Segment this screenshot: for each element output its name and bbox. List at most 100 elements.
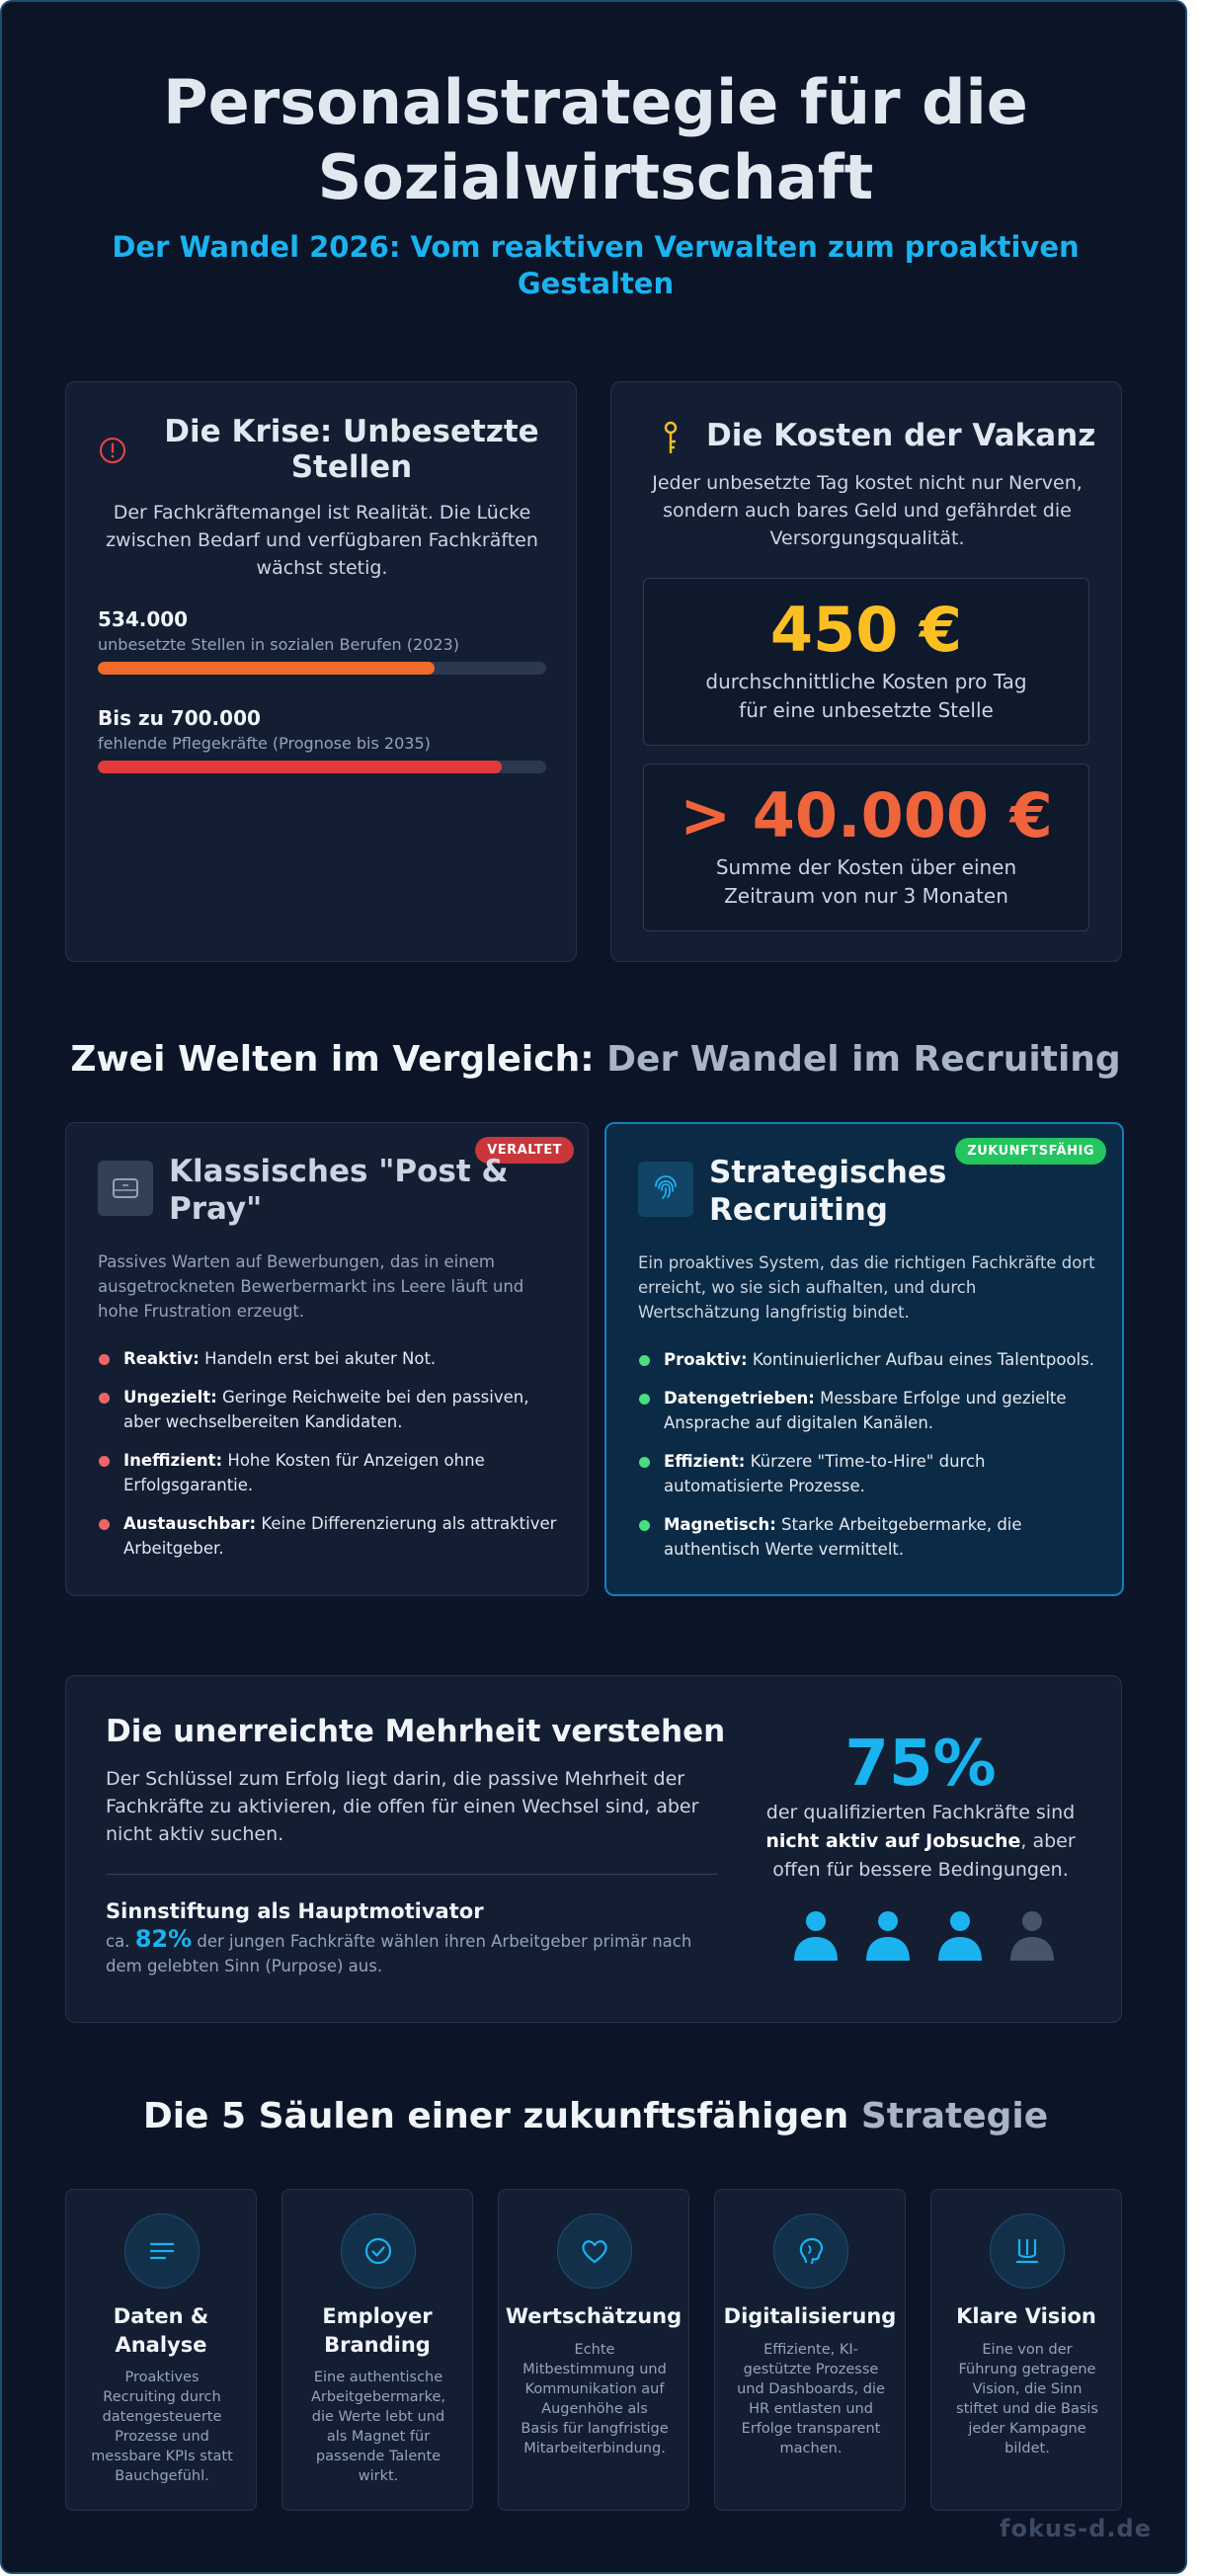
list-item: Austauschbar: Keine Differenzierung als … (98, 1511, 558, 1561)
trident-icon (990, 2214, 1065, 2289)
pillar-title-line-2: Branding (324, 2333, 431, 2357)
item-text: Kürzere "Time-to-Hire" durch automatisie… (664, 1452, 986, 1495)
stat-label: unbesetzte Stellen in sozialen Berufen (… (98, 635, 459, 654)
pillar-text: Eine von der Führung getragene Vision, d… (956, 2342, 1098, 2456)
majority-title: Die unerreichte Mehrheit verstehen (106, 1714, 726, 1749)
list-item: Proaktiv: Kontinuierlicher Aufbau eines … (638, 1347, 1098, 1372)
item-bold: Effizient: (664, 1452, 746, 1471)
future-badge: ZUKUNFTSFÄHIG (955, 1138, 1106, 1165)
bullet-dot (639, 1355, 650, 1366)
list-icon (124, 2214, 200, 2289)
cost-per-day-desc: durchschnittliche Kosten pro Tag für ein… (705, 670, 1027, 722)
person-icon (793, 1909, 839, 1961)
costs-text: Jeder unbesetzte Tag kostet nicht nur Ne… (652, 472, 1083, 549)
list-item: Magnetisch: Starke Arbeitgebermarke, die… (638, 1512, 1098, 1562)
item-bold: Ineffizient: (123, 1451, 223, 1470)
heart-icon (557, 2214, 632, 2289)
crisis-stat-1: 534.000 unbesetzte Stellen in sozialen B… (98, 607, 546, 675)
inbox-icon (98, 1161, 153, 1216)
pillars-title-muted: Strategie (860, 2096, 1049, 2136)
pillar-card-branding: Employer Branding Eine authentische Arbei… (281, 2189, 473, 2511)
cost-total-desc: Summe der Kosten über einen Zeitraum von… (715, 855, 1017, 908)
pillar-card-vision: Klare Vision Eine von der Führung getrag… (930, 2189, 1122, 2511)
passive-share-text-2: , aber offen für bessere Bedingungen. (772, 1830, 1076, 1881)
majority-card: Die unerreichte Mehrheit verstehen Der S… (65, 1675, 1122, 2023)
item-bold: Reaktiv: (123, 1349, 200, 1368)
strategic-list: Proaktiv: Kontinuierlicher Aufbau eines … (638, 1347, 1098, 1575)
list-item: Reaktiv: Handeln erst bei akuter Not. (98, 1346, 558, 1371)
pillar-text: Eine authentische Arbeitgebermarke, die … (310, 2370, 446, 2484)
bullet-dot (99, 1354, 110, 1365)
item-text: Handeln erst bei akuter Not. (204, 1349, 437, 1368)
key-icon (661, 420, 681, 459)
pillars-title: Die 5 Säulen einer zukunftsfähigen Strat… (2, 2096, 1185, 2136)
purpose-title: Sinnstiftung als Hauptmotivator (106, 1899, 484, 1923)
bullet-dot (99, 1393, 110, 1404)
item-text: Messbare Erfolge und gezielte Ansprache … (664, 1389, 1067, 1432)
item-bold: Magnetisch: (664, 1515, 776, 1534)
comparison-title-muted: Der Wandel im Recruiting (606, 1039, 1121, 1080)
fingerprint-icon (638, 1162, 693, 1217)
strategic-title: Strategisches Recruiting (709, 1155, 947, 1228)
pillar-card-appreciation: Wertschätzung Echte Mitbestimmung und Ko… (498, 2189, 689, 2511)
bullet-dot (639, 1457, 650, 1468)
item-bold: Proaktiv: (664, 1350, 748, 1369)
pillar-text: Proaktives Recruiting durch datengesteue… (91, 2370, 233, 2484)
pillar-title: Employer Branding (288, 2302, 466, 2360)
item-text: Kontinuierlicher Aufbau eines Talentpool… (752, 1350, 1094, 1369)
pillar-title: Wertschätzung (505, 2304, 683, 2328)
stat-value: Bis zu 700.000 (98, 706, 261, 730)
item-bold: Ungezielt: (123, 1388, 217, 1407)
cost-total-value: > 40.000 € (680, 779, 1053, 851)
pillar-title-line-1: Daten & (113, 2304, 209, 2328)
stat-bar (98, 662, 546, 675)
costs-title: Die Kosten der Vakanz (706, 418, 1096, 453)
footer-brand: fokus-d.de (1000, 2515, 1152, 2542)
classic-list: Reaktiv: Handeln erst bei akuter Not. Un… (98, 1346, 558, 1574)
item-bold: Datengetrieben: (664, 1389, 815, 1408)
passive-share-text-1: der qualifizierten Fachkräfte sind (765, 1802, 1076, 1823)
bullet-dot (99, 1456, 110, 1467)
item-bold: Austauschbar: (123, 1514, 257, 1533)
strategic-intro: Ein proaktives System, das die richtigen… (638, 1253, 1095, 1322)
crisis-stat-2: Bis zu 700.000 fehlende Pflegekräfte (Pr… (98, 706, 546, 773)
item-text: Keine Differenzierung als attraktiver Ar… (123, 1514, 557, 1558)
item-text: Hohe Kosten für Anzeigen ohne Erfolgsgar… (123, 1451, 485, 1494)
alert-circle-icon (98, 436, 127, 465)
cost-per-day-value: 450 € (769, 594, 963, 666)
list-item: Effizient: Kürzere "Time-to-Hire" durch … (638, 1449, 1098, 1498)
person-icon (1009, 1909, 1055, 1961)
bullet-dot (639, 1520, 650, 1531)
stat-bar-fill (98, 662, 435, 675)
stat-label: fehlende Pflegekräfte (Prognose bis 2035… (98, 734, 431, 753)
pillar-card-data: Daten & Analyse Proaktives Recruiting dur… (65, 2189, 257, 2511)
list-item: Ungezielt: Geringe Reichweite bei den pa… (98, 1385, 558, 1434)
pillar-title-line-1: Employer (322, 2304, 433, 2328)
majority-divider (106, 1874, 718, 1875)
pillar-title: Digitalisierung (723, 2304, 897, 2328)
classic-recruiting-card: VERALTET Klassisches "Post & Pray" Passi… (65, 1122, 589, 1596)
person-icon (937, 1909, 983, 1961)
pillar-card-digitalization: Digitalisierung Effiziente, KI-gestützte… (714, 2189, 906, 2511)
stat-value: 534.000 (98, 607, 189, 631)
bullet-dot (99, 1519, 110, 1530)
passive-share-text: der qualifizierten Fachkräfte sind nicht… (758, 1799, 1084, 1885)
strategic-recruiting-card: ZUKUNFTSFÄHIG Strategisches Recruiting E… (604, 1122, 1124, 1596)
comparison-title: Zwei Welten im Vergleich: Der Wandel im … (2, 1039, 1185, 1080)
classic-title: Klassisches "Post & Pray" (169, 1154, 509, 1227)
outdated-badge: VERALTET (475, 1137, 574, 1164)
majority-text: Der Schlüssel zum Erfolg liegt darin, di… (106, 1768, 699, 1845)
classic-intro: Passives Warten auf Bewerbungen, das in … (98, 1252, 524, 1321)
costs-card: Die Kosten der Vakanz Jeder unbesetzte T… (610, 381, 1122, 962)
list-item: Ineffizient: Hohe Kosten für Anzeigen oh… (98, 1448, 558, 1497)
passive-share-text-bold: nicht aktiv auf Jobsuche (765, 1830, 1021, 1852)
purpose-desc: der jungen Fachkräfte wählen ihren Arbei… (106, 1932, 692, 1975)
crisis-text: Der Fachkräftemangel ist Realität. Die L… (106, 502, 538, 579)
purpose-prefix: ca. (106, 1932, 130, 1951)
cost-per-day-box: 450 € durchschnittliche Kosten pro Tag f… (643, 578, 1089, 746)
page-title: Personalstrategie für die Sozialwirtscha… (2, 65, 1185, 215)
cost-total-box: > 40.000 € Summe der Kosten über einen Z… (643, 764, 1089, 931)
pillar-title: Daten & Analyse (72, 2302, 250, 2360)
crisis-title: Die Krise: Unbesetzte Stellen (164, 414, 539, 485)
